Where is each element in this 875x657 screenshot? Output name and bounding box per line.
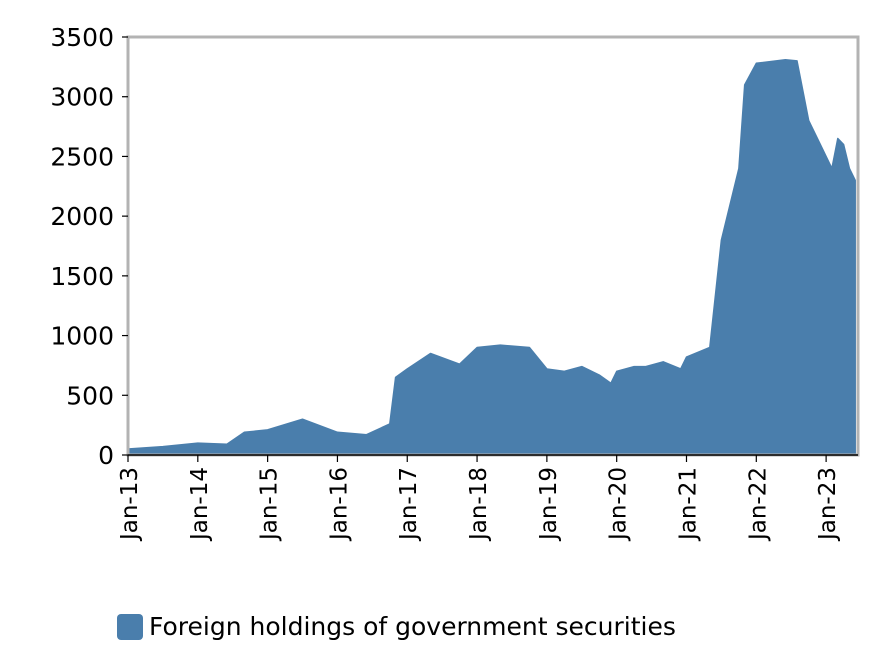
y-tick-label: 3500 bbox=[50, 23, 114, 52]
x-tick-label: Jan-15 bbox=[257, 467, 283, 542]
legend-swatch bbox=[117, 613, 143, 640]
x-tick-label: Jan-23 bbox=[815, 467, 841, 542]
x-tick-label: Jan-13 bbox=[117, 467, 143, 542]
y-tick-label: 1500 bbox=[50, 262, 114, 291]
legend: Foreign holdings of government securitie… bbox=[117, 612, 676, 641]
x-tick-label: Jan-17 bbox=[396, 467, 422, 542]
area-chart: 0 500 1000 1500 2000 2500 3000 3500 Jan-13 Jan-14… bbox=[50, 23, 860, 542]
y-tick-label: 500 bbox=[66, 381, 114, 410]
plot-area bbox=[127, 58, 856, 456]
x-tick-label: Jan-21 bbox=[675, 467, 701, 542]
y-tick-label: 1000 bbox=[50, 322, 114, 351]
x-tick-label: Jan-20 bbox=[606, 467, 632, 542]
x-tick-label: Jan-16 bbox=[326, 467, 352, 542]
y-tick-label: 2500 bbox=[50, 142, 114, 171]
legend-label: Foreign holdings of government securitie… bbox=[149, 612, 676, 641]
x-tick-label: Jan-19 bbox=[536, 467, 562, 542]
x-tick-label: Jan-22 bbox=[745, 467, 771, 542]
x-tick-label: Jan-14 bbox=[187, 467, 213, 542]
series-area bbox=[127, 58, 856, 456]
y-tick-label: 3000 bbox=[50, 83, 114, 112]
axes: 0 500 1000 1500 2000 2500 3000 3500 Jan-13 Jan-14… bbox=[50, 23, 860, 542]
y-tick-label: 0 bbox=[98, 441, 114, 470]
y-tick-label: 2000 bbox=[50, 202, 114, 231]
x-tick-label: Jan-18 bbox=[466, 467, 492, 542]
